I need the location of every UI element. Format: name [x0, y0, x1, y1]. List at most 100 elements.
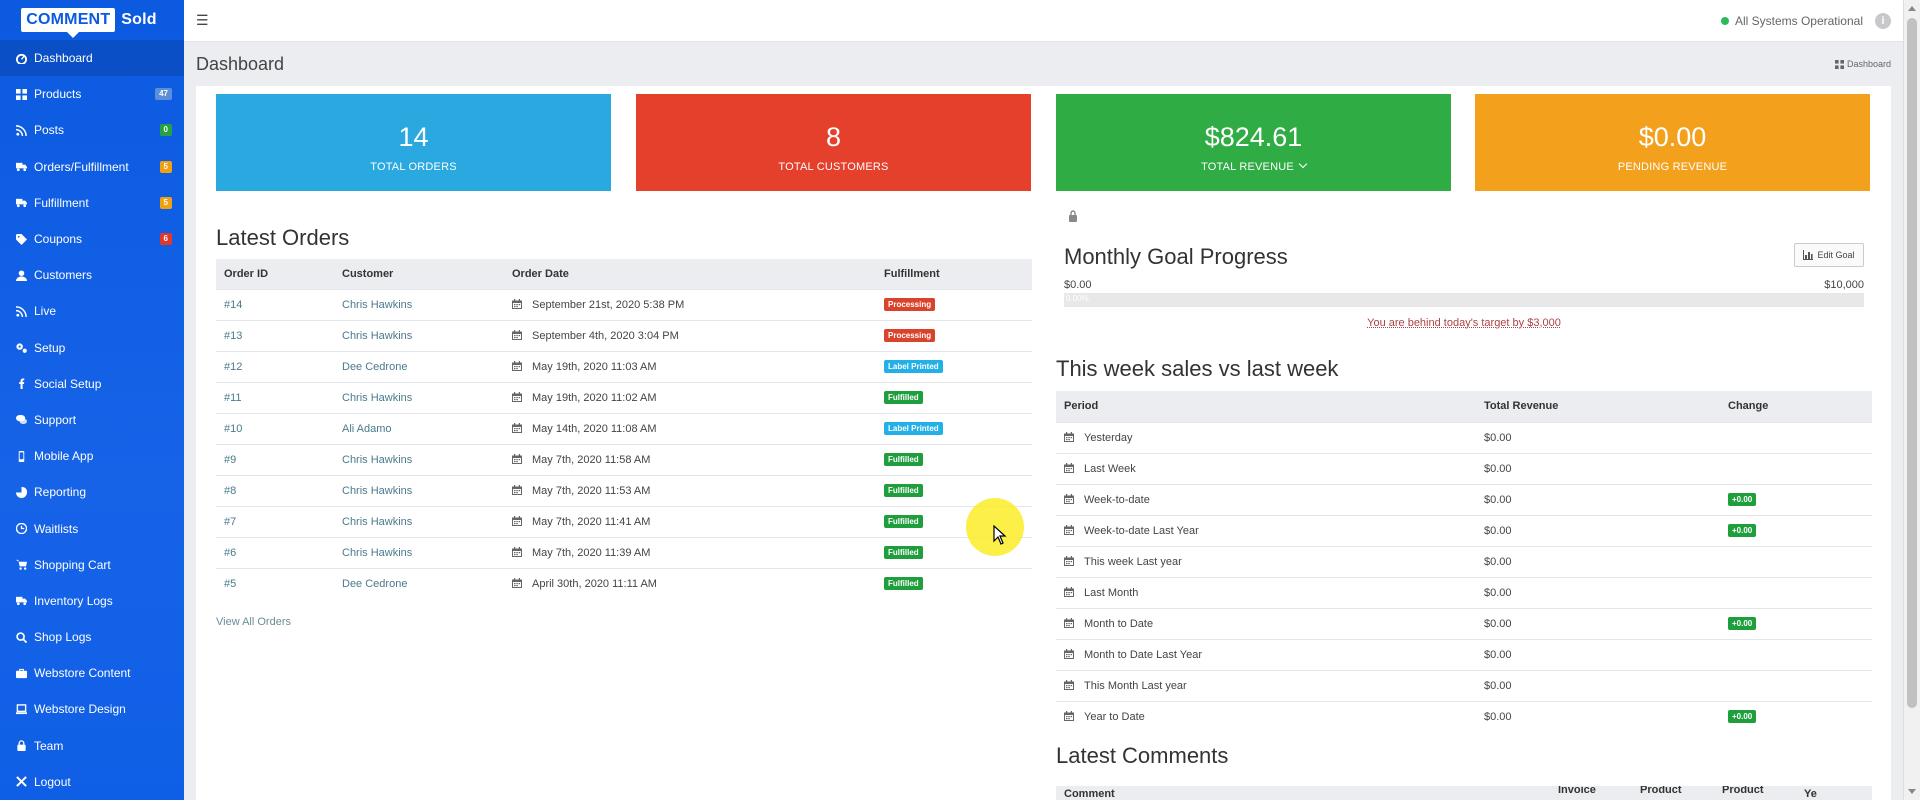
progress-text: 0.00%: [1066, 294, 1089, 303]
order-id-link[interactable]: #9: [216, 443, 334, 475]
count-badge: 0: [159, 124, 172, 137]
vertical-scrollbar[interactable]: [1903, 0, 1920, 800]
sidebar-item-webstore-design[interactable]: Webstore Design: [0, 691, 184, 727]
sidebar-item-label: Shop Logs: [34, 630, 92, 645]
scroll-up-arrow-icon[interactable]: [1908, 6, 1916, 11]
table-row: This Month Last year $0.00: [1056, 669, 1872, 701]
table-row: Yesterday $0.00: [1056, 421, 1872, 453]
sidebar-item-inventory-logs[interactable]: Inventory Logs: [0, 583, 184, 619]
stat-total-orders[interactable]: 14 TOTAL ORDERS: [216, 94, 611, 191]
sidebar-item-coupons[interactable]: Coupons 6: [0, 221, 184, 257]
stat-pending-revenue[interactable]: $0.00 PENDING REVENUE: [1475, 94, 1870, 191]
order-id-link[interactable]: #10: [216, 412, 334, 444]
order-id-link[interactable]: #7: [216, 505, 334, 537]
sidebar-item-mobile-app[interactable]: Mobile App: [0, 438, 184, 474]
sidebar-item-logout[interactable]: Logout: [0, 764, 184, 800]
customer-link[interactable]: Chris Hawkins: [334, 381, 504, 413]
sidebar-item-customers[interactable]: Customers: [0, 257, 184, 293]
customer-link[interactable]: Dee Cedrone: [334, 567, 504, 599]
order-date-cell: May 19th, 2020 11:03 AM: [504, 350, 876, 382]
table-row: #14 Chris Hawkins September 21st, 2020 5:3…: [216, 288, 1032, 320]
sidebar-item-label: Customers: [34, 268, 93, 283]
sidebar-item-orders-fulfillment[interactable]: Orders/Fulfillment 5: [0, 149, 184, 185]
info-icon[interactable]: i: [1875, 12, 1891, 29]
goal-min: $0.00: [1064, 279, 1092, 291]
period-label: Last Week: [1084, 462, 1136, 475]
revenue-cell: $0.00: [1476, 700, 1720, 732]
sidebar-item-label: Mobile App: [34, 449, 94, 464]
period-cell: Last Month: [1056, 576, 1476, 608]
sidebar-item-posts[interactable]: Posts 0: [0, 112, 184, 148]
change-cell: +0.00: [1720, 700, 1872, 732]
sidebar-item-webstore-content[interactable]: Webstore Content: [0, 655, 184, 691]
system-status[interactable]: All Systems Operational i: [1720, 12, 1891, 29]
sidebar-item-waitlists[interactable]: Waitlists: [0, 510, 184, 546]
scroll-down-arrow-icon[interactable]: [1908, 789, 1916, 794]
calendar-icon: [512, 298, 522, 309]
period-cell: Last Week: [1056, 452, 1476, 484]
sidebar-item-shopping-cart[interactable]: Shopping Cart: [0, 547, 184, 583]
hamburger-menu-icon[interactable]: ☰: [196, 12, 209, 28]
view-all-orders-link[interactable]: View All Orders: [216, 616, 291, 628]
comments-table-header: Comment Invoice Product Product Ye: [1056, 786, 1872, 800]
dashboard-icon: [1834, 59, 1844, 69]
sidebar-item-fulfillment[interactable]: Fulfillment 5: [0, 185, 184, 221]
sidebar-item-label: Support: [34, 412, 77, 427]
col-total-revenue: Total Revenue: [1476, 391, 1720, 422]
table-row: Year to Date $0.00 +0.00: [1056, 700, 1872, 732]
stat-total-customers[interactable]: 8 TOTAL CUSTOMERS: [636, 94, 1031, 191]
sidebar-item-reporting[interactable]: Reporting: [0, 474, 184, 510]
fulfillment-status-badge: Label Printed: [884, 422, 943, 435]
fulfillment-status-badge: Fulfilled: [884, 546, 923, 559]
calendar-icon: [1064, 524, 1074, 535]
customer-link[interactable]: Ali Adamo: [334, 412, 504, 444]
stat-total-revenue[interactable]: $824.61 TOTAL REVENUE: [1056, 94, 1451, 191]
col-comment: Comment: [1064, 788, 1115, 800]
customer-link[interactable]: Chris Hawkins: [334, 536, 504, 568]
order-id-link[interactable]: #12: [216, 350, 334, 382]
chevron-down-icon[interactable]: [1298, 159, 1308, 169]
breadcrumb[interactable]: Dashboard: [1834, 59, 1891, 69]
table-row: #8 Chris Hawkins May 7th, 2020 11:53 AM Ful…: [216, 474, 1032, 506]
edit-goal-button[interactable]: Edit Goal: [1794, 243, 1864, 267]
order-id-link[interactable]: #11: [216, 381, 334, 413]
sidebar-item-shop-logs[interactable]: Shop Logs: [0, 619, 184, 655]
behind-target-text[interactable]: You are behind today's target by $3,000: [1367, 317, 1561, 329]
order-id-link[interactable]: #14: [216, 288, 334, 320]
sidebar-item-support[interactable]: Support: [0, 402, 184, 438]
stat-label: TOTAL REVENUE: [1201, 161, 1294, 173]
customer-link[interactable]: Chris Hawkins: [334, 474, 504, 506]
period-label: Last Month: [1084, 586, 1139, 599]
order-date: May 7th, 2020 11:39 AM: [532, 546, 651, 559]
sidebar-item-team[interactable]: Team: [0, 728, 184, 764]
period-cell: Month to Date Last Year: [1056, 638, 1476, 670]
calendar-icon: [1064, 648, 1074, 659]
stat-label-wrap: TOTAL REVENUE: [1056, 159, 1451, 173]
lock-icon[interactable]: [1068, 210, 1078, 222]
calendar-icon: [1064, 462, 1074, 473]
calendar-icon: [512, 484, 522, 495]
sidebar-item-dashboard[interactable]: Dashboard: [0, 40, 184, 77]
sidebar-item-setup[interactable]: Setup: [0, 330, 184, 366]
sidebar-item-live[interactable]: Live: [0, 293, 184, 329]
sidebar-item-label: Coupons: [34, 232, 83, 247]
order-id-link[interactable]: #13: [216, 319, 334, 351]
customer-link[interactable]: Dee Cedrone: [334, 350, 504, 382]
customer-link[interactable]: Chris Hawkins: [334, 288, 504, 320]
order-id-link[interactable]: #6: [216, 536, 334, 568]
sidebar-item-label: Products: [34, 87, 82, 102]
sidebar-item-social-setup[interactable]: Social Setup: [0, 366, 184, 402]
brand-logo[interactable]: COMMENT Sold: [21, 8, 163, 38]
scroll-thumb[interactable]: [1907, 18, 1917, 708]
table-row: #7 Chris Hawkins May 7th, 2020 11:41 AM Ful…: [216, 505, 1032, 537]
order-id-link[interactable]: #5: [216, 567, 334, 599]
rss-icon: [14, 304, 28, 318]
customer-link[interactable]: Chris Hawkins: [334, 443, 504, 475]
sidebar-item-label: Live: [34, 304, 57, 319]
order-id-link[interactable]: #8: [216, 474, 334, 506]
sidebar-item-products[interactable]: Products 47: [0, 76, 184, 112]
period-label: Year to Date: [1084, 710, 1145, 723]
sidebar: COMMENT Sold Dashboard Products 47 Posts 0 Or…: [0, 0, 184, 800]
customer-link[interactable]: Chris Hawkins: [334, 505, 504, 537]
customer-link[interactable]: Chris Hawkins: [334, 319, 504, 351]
